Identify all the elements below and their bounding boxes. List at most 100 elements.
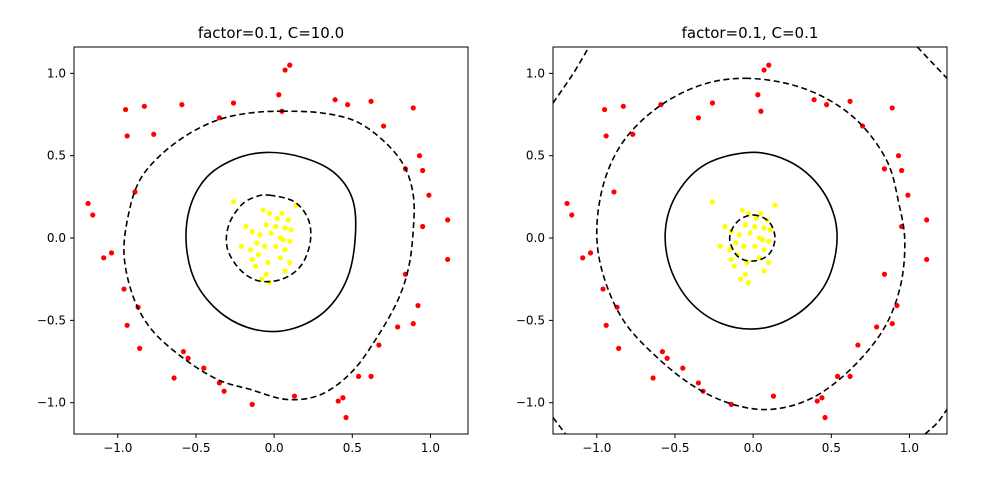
left-x-tick-label: −0.5 <box>181 441 210 455</box>
right-y-tick-label: 1.0 <box>526 66 545 80</box>
left-red-point <box>291 393 298 399</box>
left-red-point <box>368 98 374 104</box>
left-yellow-point <box>274 215 280 221</box>
left-red-point <box>420 223 426 230</box>
right-red-point <box>680 365 686 371</box>
right-yellow-point <box>739 207 745 213</box>
right-red-point <box>834 373 841 379</box>
right-x-tick-label: 0.5 <box>822 441 841 455</box>
right-red-point <box>695 380 702 386</box>
right-x-tick-label: −0.5 <box>660 441 689 455</box>
left-red-point <box>410 321 416 327</box>
right-yellow-point <box>761 246 767 253</box>
right-red-point <box>822 414 828 421</box>
left-red-point <box>180 349 187 355</box>
left-contour-solid <box>185 151 357 333</box>
right-yellow-point <box>745 279 752 286</box>
left-yellow-point <box>255 251 262 258</box>
right-red-point <box>620 103 626 109</box>
right-x-tick-label: 0.0 <box>744 441 763 455</box>
left-red-point <box>185 355 191 361</box>
left-subplot: factor=0.1, C=10.0 −1.0 −0.5 0.0 0.5 1.0 1.0 0… <box>37 24 469 455</box>
right-yellow-point <box>759 237 766 243</box>
right-yellow-point <box>772 202 778 208</box>
left-red-point <box>410 105 416 111</box>
left-yellow-point <box>282 225 288 231</box>
right-red-point <box>603 133 609 139</box>
right-red-point <box>924 256 930 263</box>
left-red-point <box>249 401 255 407</box>
left-y-tick-label: −0.5 <box>37 313 66 327</box>
left-yellow-point <box>282 268 288 274</box>
right-contour-dashed <box>728 214 776 262</box>
right-red-point <box>905 192 911 198</box>
left-plot-area <box>85 62 451 421</box>
left-yellow-point <box>260 207 266 213</box>
right-yellow-point <box>727 246 733 253</box>
left-red-point <box>230 100 237 106</box>
right-yellow-point <box>767 227 773 233</box>
left-red-point <box>90 212 96 218</box>
right-red-point <box>602 106 608 113</box>
right-red-point <box>811 97 817 103</box>
left-yellow-point <box>257 232 263 238</box>
right-yellow-point <box>758 210 764 216</box>
right-red-point <box>603 322 609 328</box>
right-subplot: factor=0.1, C=0.1 −1.0 −0.5 0.0 0.5 1.0 1.0 0.… <box>516 24 948 455</box>
left-red-point <box>282 67 288 73</box>
right-yellow-point <box>766 238 772 244</box>
right-yellow-point <box>761 268 767 274</box>
left-red-point <box>335 398 341 404</box>
left-yellow-point <box>268 230 274 236</box>
left-x-tick-label: 1.0 <box>421 441 440 455</box>
right-red-point <box>889 321 895 327</box>
right-red-point <box>874 324 880 330</box>
right-red-point <box>600 286 606 292</box>
left-yellow-point <box>248 246 254 253</box>
left-red-point <box>426 192 432 198</box>
right-yellow-point <box>747 230 753 236</box>
right-axes-frame <box>552 46 948 435</box>
right-red-point <box>695 115 702 121</box>
right-red-point <box>899 167 905 174</box>
right-contour-dashed <box>553 47 590 104</box>
left-yellow-point <box>263 271 269 277</box>
right-y-tick-label: −1.0 <box>516 396 545 410</box>
left-x-tick-label: −1.0 <box>103 441 132 455</box>
right-red-point <box>895 153 902 159</box>
left-red-point <box>121 286 127 292</box>
right-yellow-point <box>731 263 737 269</box>
right-yellow-point <box>722 223 728 230</box>
left-red-point <box>340 395 346 401</box>
right-red-point <box>664 355 670 361</box>
right-x-tick-label: 1.0 <box>900 441 919 455</box>
left-red-point <box>101 255 107 261</box>
right-subplot-title: factor=0.1, C=0.1 <box>682 24 819 42</box>
left-red-point <box>445 256 451 263</box>
left-yellow-point <box>287 260 293 266</box>
left-yellow-point <box>273 243 279 249</box>
left-yellow-point <box>265 260 271 266</box>
left-yellow-point <box>280 237 287 243</box>
left-yellow-point <box>249 256 255 263</box>
left-red-point <box>343 414 349 421</box>
left-y-tick-label: 0.5 <box>47 149 66 163</box>
left-red-point <box>368 373 374 379</box>
right-red-point <box>855 342 861 348</box>
right-yellow-point <box>742 271 748 277</box>
right-yellow-point <box>717 243 723 249</box>
right-red-point <box>758 108 764 114</box>
left-red-point <box>179 102 185 108</box>
left-contour-dashed <box>123 110 415 401</box>
right-yellow-point <box>745 210 752 216</box>
left-red-point <box>287 62 293 68</box>
right-yellow-point <box>733 240 739 246</box>
left-red-point <box>332 97 338 103</box>
right-contour-dashed <box>553 417 567 434</box>
left-yellow-point <box>249 228 255 235</box>
right-red-point <box>616 345 622 351</box>
left-red-point <box>415 302 421 309</box>
left-red-point <box>171 375 177 381</box>
left-red-point <box>221 388 227 394</box>
left-red-point <box>123 106 129 113</box>
